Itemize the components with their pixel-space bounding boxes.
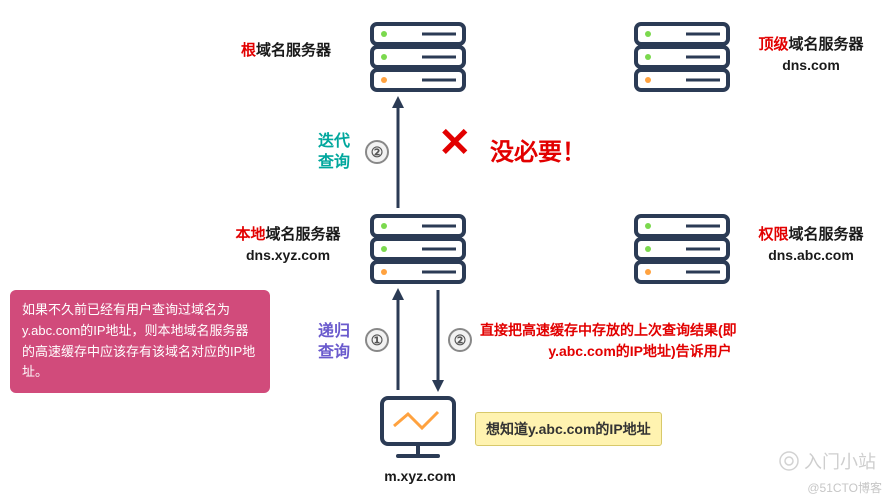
step-1-circle: ① (365, 328, 389, 352)
label-local-server: 本地域名服务器 dns.xyz.com (218, 224, 358, 266)
client-monitor (378, 394, 458, 469)
tld-red: 顶级 (758, 36, 788, 53)
user-want-box: 想知道y.abc.com的IP地址 (475, 412, 662, 446)
arrow-local-to-root (392, 96, 404, 210)
root-black: 域名服务器 (256, 42, 331, 59)
no-need-text: 没必要！ (490, 132, 586, 167)
cache-result-text: 直接把高速缓存中存放的上次查询结果(即 y.abc.com的IP地址)告诉用户 (480, 320, 800, 362)
root-red: 根 (241, 42, 256, 59)
watermark-source: @51CTO博客 (807, 479, 882, 496)
server-root (368, 20, 468, 94)
server-auth (632, 212, 732, 286)
step-2-bottom-circle: ② (448, 328, 472, 352)
tld-sub: dns.com (782, 57, 840, 73)
local-sub: dns.xyz.com (246, 247, 330, 263)
diagram-canvas: 根域名服务器 顶级域名服务器 dns.com 本地域名服务器 dns.xyz.c… (0, 0, 888, 500)
local-black: 域名服务器 (266, 226, 341, 243)
auth-sub: dns.abc.com (768, 247, 854, 263)
watermark-logo: 入门小站 (778, 448, 876, 474)
step-2-top-circle: ② (365, 140, 389, 164)
tld-black: 域名服务器 (789, 36, 864, 53)
recursive-query-label: 递归查询 (314, 322, 354, 364)
server-tld (632, 20, 732, 94)
arrow-client-to-local (392, 288, 404, 392)
cache-explanation-box: 如果不久前已经有用户查询过域名为y.abc.com的IP地址，则本地域名服务器的… (10, 290, 270, 393)
label-root-server: 根域名服务器 (216, 40, 356, 61)
monitor-label: m.xyz.com (370, 466, 470, 487)
auth-red: 权限 (758, 226, 788, 243)
label-auth-server: 权限域名服务器 dns.abc.com (746, 224, 876, 266)
big-x-icon: ✕ (438, 120, 472, 166)
label-tld-server: 顶级域名服务器 dns.com (746, 34, 876, 76)
server-local (368, 212, 468, 286)
arrow-local-to-client (432, 288, 444, 392)
auth-black: 域名服务器 (789, 226, 864, 243)
iterative-query-label: 迭代查询 (314, 132, 354, 174)
local-red: 本地 (235, 226, 265, 243)
